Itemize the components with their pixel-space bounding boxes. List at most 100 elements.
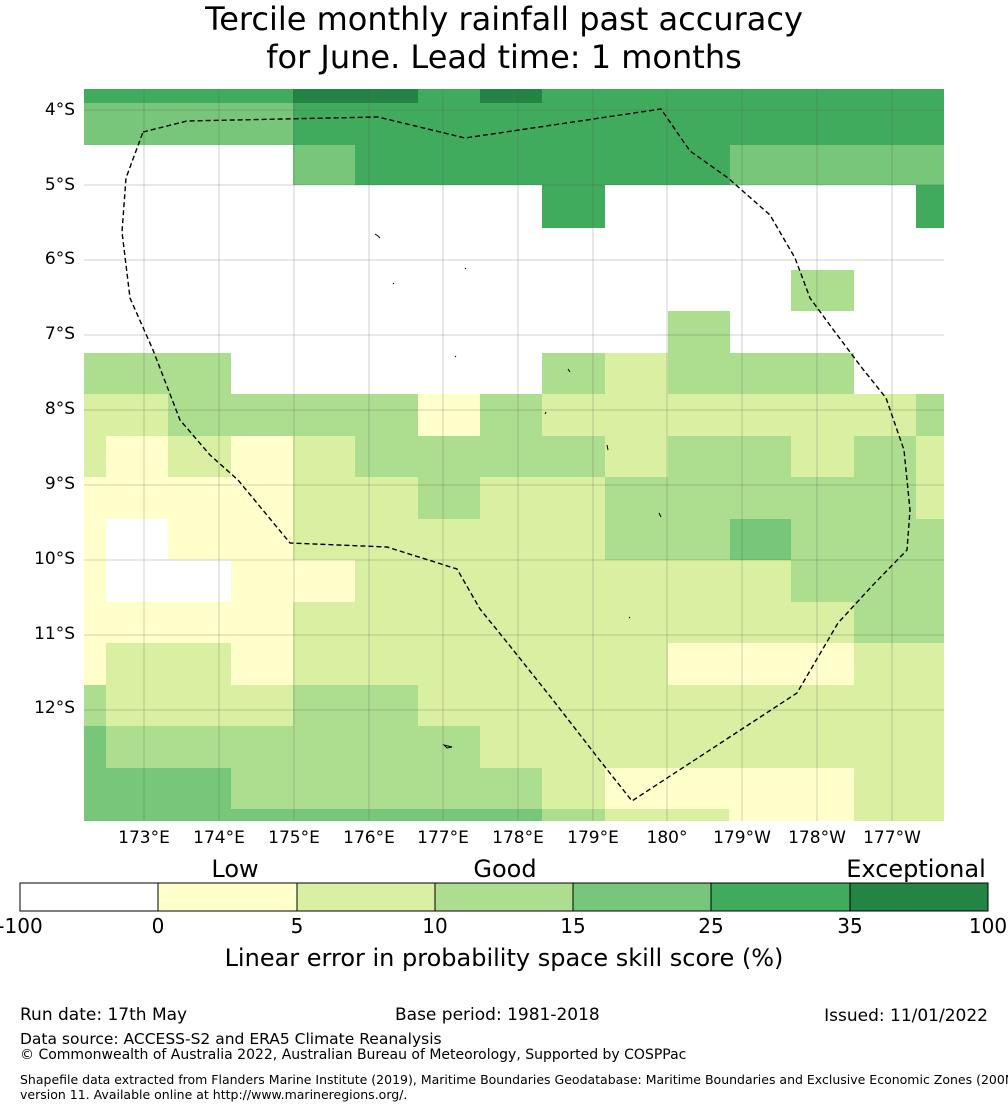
grid-cell: [916, 477, 944, 519]
grid-cell: [84, 394, 168, 436]
copyright-notice: © Commonwealth of Australia 2022, Austra…: [20, 1047, 687, 1063]
grid-cell: [542, 353, 605, 394]
colorbar-label: Linear error in probability space skill …: [224, 944, 784, 972]
grid-cell: [542, 185, 605, 228]
grid-cell: [84, 643, 106, 685]
grid-cell: [355, 560, 791, 602]
grid-cell: [106, 643, 231, 685]
grid-cell: [791, 270, 854, 311]
grid-cell: [605, 477, 916, 519]
grid-cell: [84, 685, 106, 726]
issued-date: Issued: 11/01/2022: [824, 1006, 988, 1026]
grid-cell: [729, 809, 854, 821]
category-label-low: Low: [211, 855, 259, 883]
islands: [374, 233, 662, 749]
grid-cell: [854, 768, 944, 809]
colorbar-dividers: [157, 883, 851, 911]
grid-cell: [293, 685, 418, 726]
colorbar-segment: [435, 883, 573, 911]
colorbar-tick: -100: [0, 914, 43, 938]
colorbar-outline: [19, 882, 989, 912]
grid-cell: [418, 477, 480, 519]
island-outline: [567, 368, 571, 373]
grid-cell: [293, 436, 355, 477]
grid-cell: [168, 394, 418, 436]
hand-tuned-cells: [84, 89, 944, 821]
lat-label: 11°S: [34, 624, 75, 644]
grid-cell: [231, 809, 542, 821]
lat-label: 12°S: [34, 698, 75, 718]
grid-cell: [605, 768, 854, 809]
lon-label: 173°E: [118, 828, 170, 848]
grid-cell: [106, 436, 168, 477]
grid-cell: [293, 519, 605, 560]
colorbar-tick: 5: [290, 914, 304, 938]
grid-cell: [791, 519, 944, 560]
colorbar-segment: [297, 883, 435, 911]
graticule: [84, 89, 944, 821]
island-outline: [606, 444, 609, 451]
grid-cell: [668, 643, 854, 685]
grid-cell: [84, 353, 231, 394]
grid-cell: [84, 809, 231, 821]
grid-cell: [293, 602, 854, 643]
grid-cell: [480, 89, 542, 103]
grid-cell: [106, 685, 293, 726]
grid-cell: [84, 768, 231, 809]
data-source: Data source: ACCESS-S2 and ERA5 Climate …: [20, 1030, 442, 1048]
grid-cell: [355, 436, 605, 477]
grid-cell: [730, 145, 944, 185]
shapefile-credit-line-1: Shapefile data extracted from Flanders M…: [20, 1072, 1008, 1087]
colorbar-segment: [850, 883, 988, 911]
grid-cell: [106, 519, 168, 560]
grid-cell: [730, 519, 791, 560]
grid-cell: [84, 726, 106, 768]
shapefile-credit-line-2: version 11. Available online at http://w…: [20, 1087, 408, 1102]
grid-cell: [605, 519, 730, 560]
grid-cell: [106, 560, 231, 602]
grid-cell: [480, 394, 542, 436]
lon-label: 178°W: [788, 828, 846, 848]
lon-label: 176°E: [343, 828, 395, 848]
category-label-good: Good: [473, 855, 537, 883]
grid-cell: [418, 394, 480, 436]
grid-cell: [542, 768, 605, 809]
island-outline: [464, 267, 467, 270]
grid-cell: [106, 726, 480, 768]
island-outline: [392, 282, 395, 285]
lat-label: 5°S: [44, 175, 75, 195]
grid-cell: [916, 185, 944, 228]
grid-cell: [293, 89, 418, 103]
grid-cell: [854, 643, 944, 685]
run-date: Run date: 17th May: [20, 1005, 188, 1025]
grid-cell: [480, 726, 944, 768]
base-period: Base period: 1981-2018: [395, 1005, 600, 1025]
grid-cell: [293, 477, 418, 519]
lat-label: 9°S: [44, 474, 75, 494]
grid-cell: [854, 602, 944, 643]
grid-cell: [605, 353, 668, 394]
grid-cell: [916, 436, 944, 477]
lon-label: 180°: [646, 828, 688, 848]
grid-cell: [854, 809, 944, 821]
island-outline: [658, 512, 662, 518]
grid-cell: [84, 436, 106, 477]
colorbar-segment: [573, 883, 711, 911]
lon-label: 179°E: [567, 828, 619, 848]
colorbar-tick: 100: [968, 914, 1008, 938]
grid-cell: [293, 145, 355, 185]
colorbar-tick: 25: [698, 914, 724, 938]
grid-cell: [293, 560, 355, 602]
colorbar-tick: 10: [422, 914, 448, 938]
grid-cell: [231, 643, 293, 685]
colorbar-tick: 35: [837, 914, 863, 938]
lon-label: 174°E: [193, 828, 245, 848]
lat-label: 7°S: [44, 324, 75, 344]
grid-cell: [84, 602, 293, 643]
grid-cell: [916, 394, 944, 436]
lat-label: 8°S: [44, 399, 75, 419]
island-outline: [374, 233, 381, 239]
grid-cell: [293, 103, 944, 145]
lat-label: 10°S: [34, 549, 75, 569]
map-title-line-2: for June. Lead time: 1 months: [266, 38, 742, 76]
